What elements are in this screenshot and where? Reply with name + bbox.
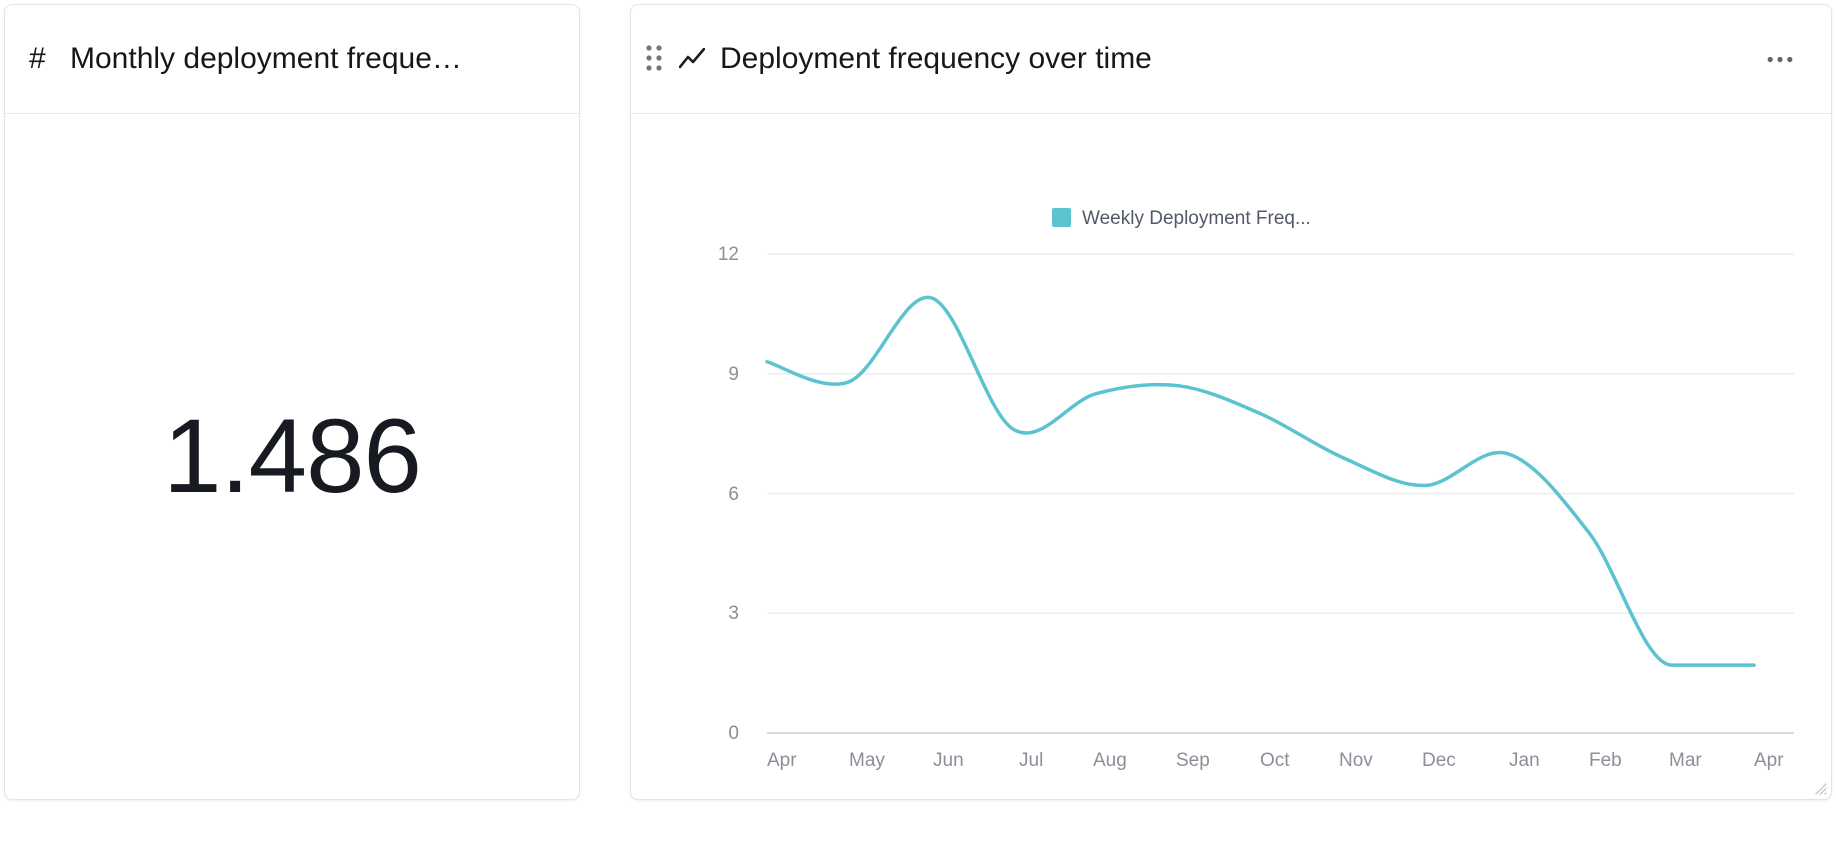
svg-text:Sep: Sep	[1176, 750, 1210, 771]
svg-text:3: 3	[728, 603, 739, 624]
svg-text:0: 0	[728, 723, 739, 744]
svg-text:Oct: Oct	[1260, 750, 1290, 771]
svg-text:Apr: Apr	[1754, 750, 1784, 771]
svg-text:Jan: Jan	[1509, 750, 1540, 771]
svg-text:Dec: Dec	[1422, 750, 1456, 771]
svg-text:6: 6	[728, 484, 739, 505]
svg-text:Jul: Jul	[1019, 750, 1043, 771]
svg-text:Weekly Deployment Freq...: Weekly Deployment Freq...	[1082, 208, 1311, 229]
svg-text:Apr: Apr	[767, 750, 797, 771]
svg-text:Jun: Jun	[933, 750, 964, 771]
svg-text:Feb: Feb	[1589, 750, 1622, 771]
svg-text:Aug: Aug	[1093, 750, 1127, 771]
svg-text:Mar: Mar	[1669, 750, 1702, 771]
svg-text:12: 12	[718, 244, 739, 265]
svg-text:9: 9	[728, 364, 739, 385]
svg-text:May: May	[849, 750, 885, 771]
svg-text:Nov: Nov	[1339, 750, 1373, 771]
